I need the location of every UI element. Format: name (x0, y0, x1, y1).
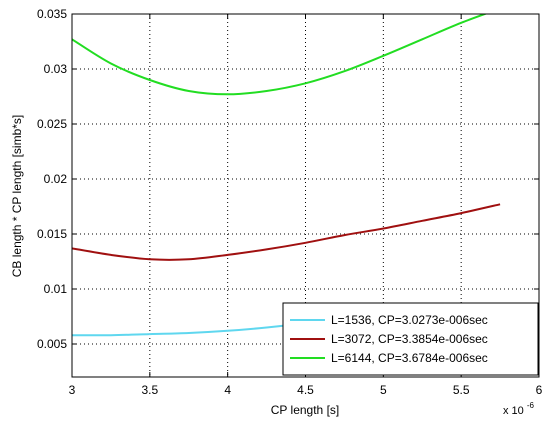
x-axis-exponent-power: -6 (527, 401, 535, 410)
legend-label-3: L=6144, CP=3.6784e-006sec (331, 351, 488, 365)
y-axis-label: CB length * CP length [simb*s] (10, 115, 24, 278)
legend-label-2: L=3072, CP=3.3854e-006sec (331, 332, 488, 346)
x-axis-exponent-base: x 10 (503, 405, 524, 417)
x-tick-label: 5.5 (453, 383, 470, 397)
x-tick-label: 3 (69, 383, 76, 397)
legend-box (282, 302, 539, 376)
x-tick-label: 4 (224, 383, 231, 397)
x-tick-label: 3.5 (141, 383, 158, 397)
y-tick-labels: 0.005 0.01 0.015 0.02 0.025 0.03 0.035 (37, 7, 67, 351)
series-line-3 (72, 14, 488, 96)
y-tick-label: 0.01 (44, 282, 68, 296)
series-line-2 (72, 203, 501, 261)
x-tick-label: 4.5 (297, 383, 314, 397)
y-tick-label: 0.025 (37, 117, 67, 131)
y-tick-label: 0.02 (44, 172, 68, 186)
x-axis-exponent: x 10 -6 (503, 401, 535, 417)
y-tick-label: 0.03 (44, 62, 68, 76)
legend-label-1: L=1536, CP=3.0273e-006sec (331, 313, 488, 327)
grid-lines (72, 14, 539, 377)
x-tick-label: 5 (380, 383, 387, 397)
y-tick-label: 0.005 (37, 337, 67, 351)
x-axis-label: CP length [s] (271, 403, 339, 417)
x-tick-labels: 3 3.5 4 4.5 5 5.5 6 (69, 383, 543, 397)
x-tick-label: 6 (536, 383, 543, 397)
y-tick-label: 0.015 (37, 227, 67, 241)
y-tick-label: 0.035 (37, 7, 67, 21)
legend-entries: L=1536, CP=3.0273e-006sec L=3072, CP=3.38… (290, 313, 488, 365)
legend: L=1536, CP=3.0273e-006sec L=3072, CP=3.38… (282, 302, 539, 376)
